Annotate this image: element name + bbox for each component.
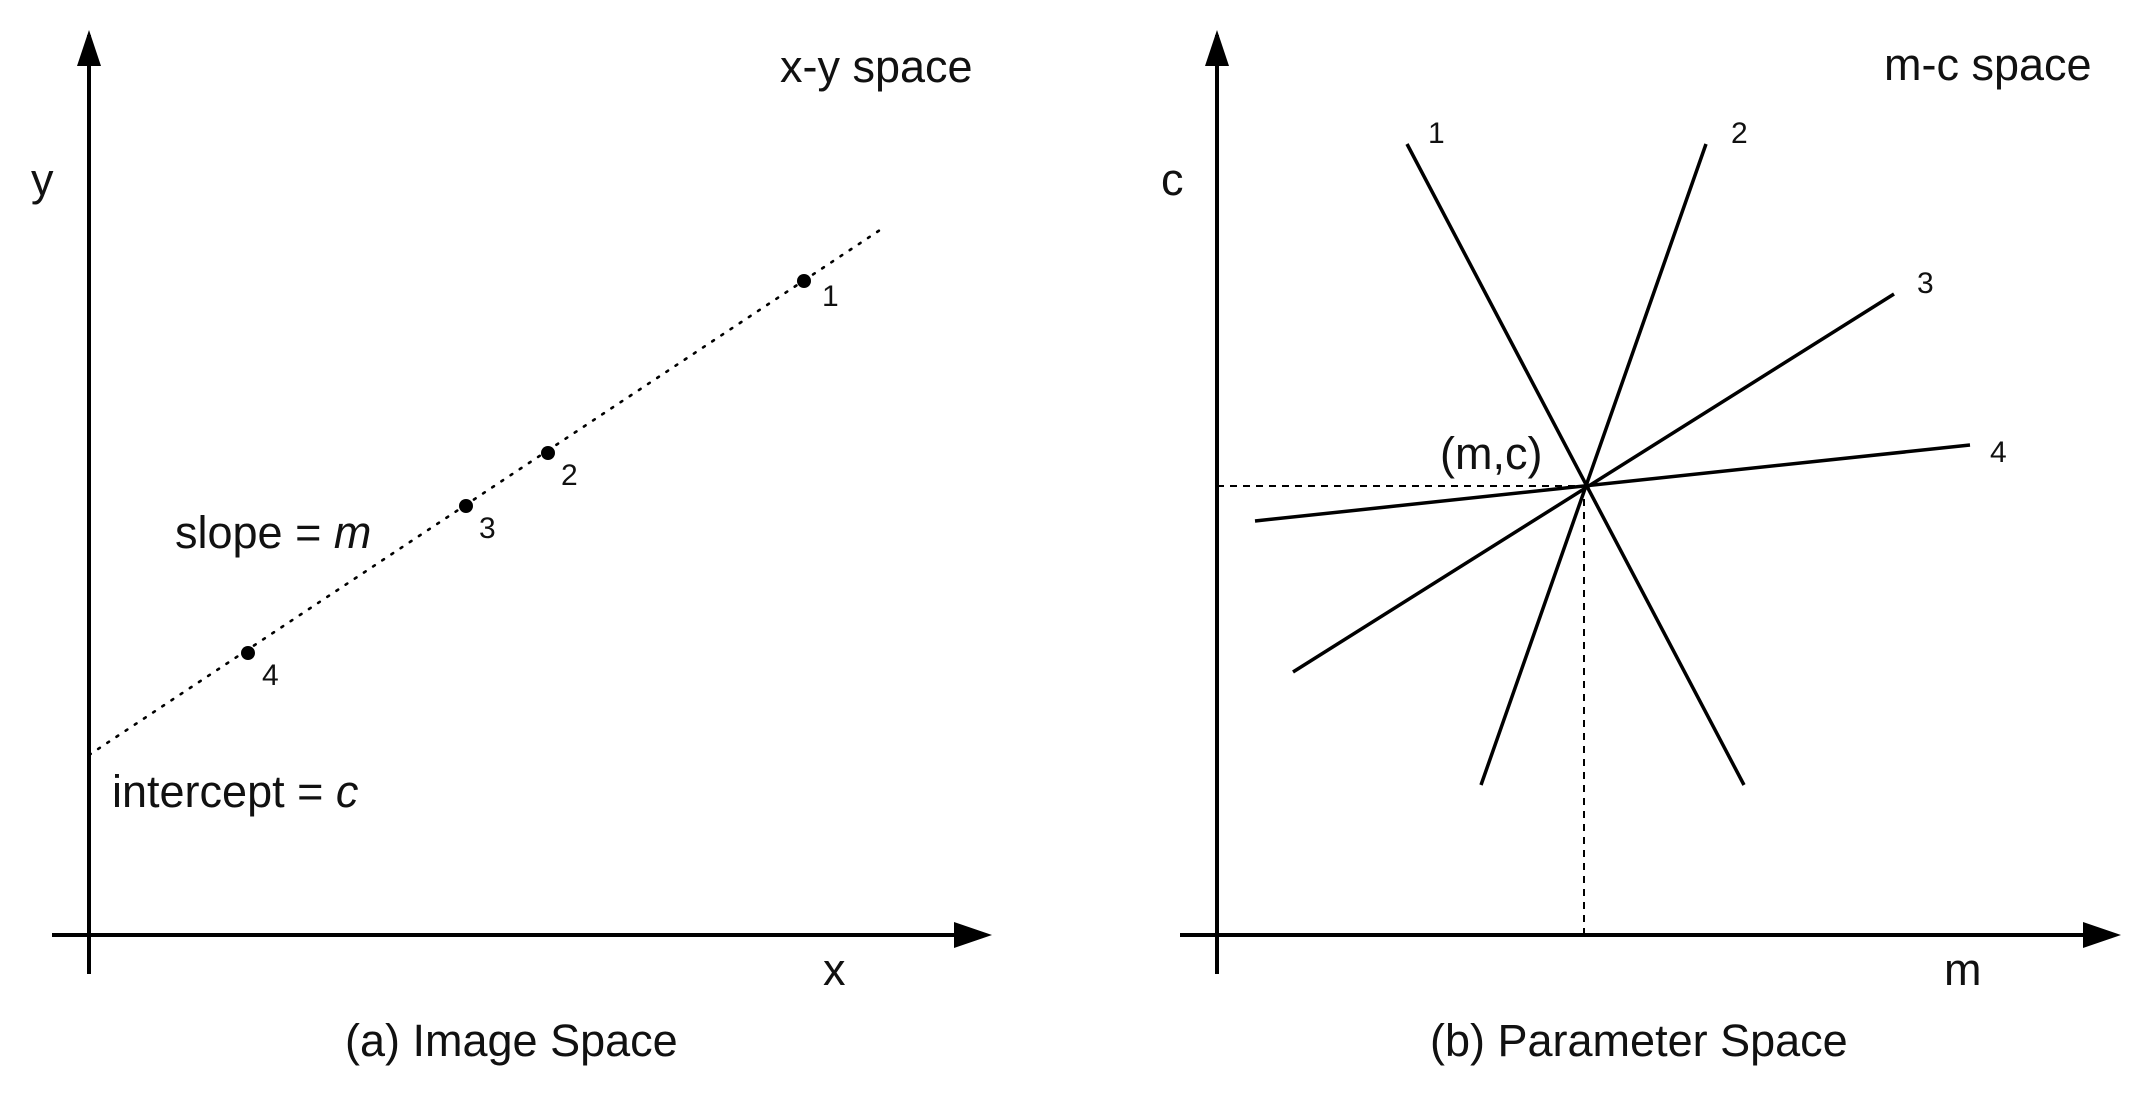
param-line-4 — [1254, 443, 1971, 523]
point-label-3: 3 — [479, 512, 496, 545]
param-line-label-2: 2 — [1731, 117, 1748, 150]
point-label-4: 4 — [262, 659, 279, 692]
image-points: 1 2 3 4 — [241, 274, 839, 692]
parameter-space-title: m-c space — [1884, 39, 2092, 90]
slope-annotation: slope = m — [175, 507, 371, 558]
intercept-variable: c — [336, 766, 359, 817]
parameter-space-axes — [1180, 30, 2121, 974]
param-c-axis-label: c — [1161, 154, 1184, 205]
image-space-panel: 1 2 3 4 x-y space y x slope = m intercep… — [31, 30, 992, 1066]
point-2 — [541, 446, 555, 460]
param-line-label-3: 3 — [1917, 267, 1934, 300]
point-label-2: 2 — [561, 459, 578, 492]
image-space-caption: (a) Image Space — [345, 1015, 678, 1066]
param-line-2 — [1479, 143, 1708, 786]
param-line-label-4: 4 — [1990, 436, 2007, 469]
point-3 — [459, 499, 473, 513]
image-space-axes — [52, 30, 992, 974]
point-4 — [241, 646, 255, 660]
intercept-annotation: intercept = c — [112, 766, 358, 817]
parameter-space-caption: (b) Parameter Space — [1430, 1015, 1848, 1066]
param-m-axis-label: m — [1944, 944, 1982, 995]
point-1 — [797, 274, 811, 288]
fit-line-dotted — [87, 228, 882, 757]
image-y-axis-label: y — [31, 154, 54, 205]
param-line-label-1: 1 — [1428, 117, 1445, 150]
parameter-space-panel: 1 2 3 4 m-c space c m (m,c) (b) Paramete… — [1161, 30, 2121, 1066]
slope-variable: m — [334, 507, 372, 558]
intercept-prefix: intercept = — [112, 766, 336, 817]
intersection-label: (m,c) — [1440, 428, 1542, 479]
slope-prefix: slope = — [175, 507, 334, 558]
image-y-arrowhead — [77, 30, 101, 66]
param-c-arrowhead — [1205, 30, 1229, 66]
image-x-arrowhead — [954, 922, 992, 948]
param-line-3 — [1292, 292, 1895, 674]
param-line-1 — [1405, 143, 1746, 786]
parameter-lines: 1 2 3 4 — [1254, 117, 2007, 786]
image-x-axis-label: x — [823, 944, 846, 995]
point-label-1: 1 — [822, 280, 839, 313]
image-space-title: x-y space — [780, 41, 973, 92]
param-m-arrowhead — [2083, 922, 2121, 948]
